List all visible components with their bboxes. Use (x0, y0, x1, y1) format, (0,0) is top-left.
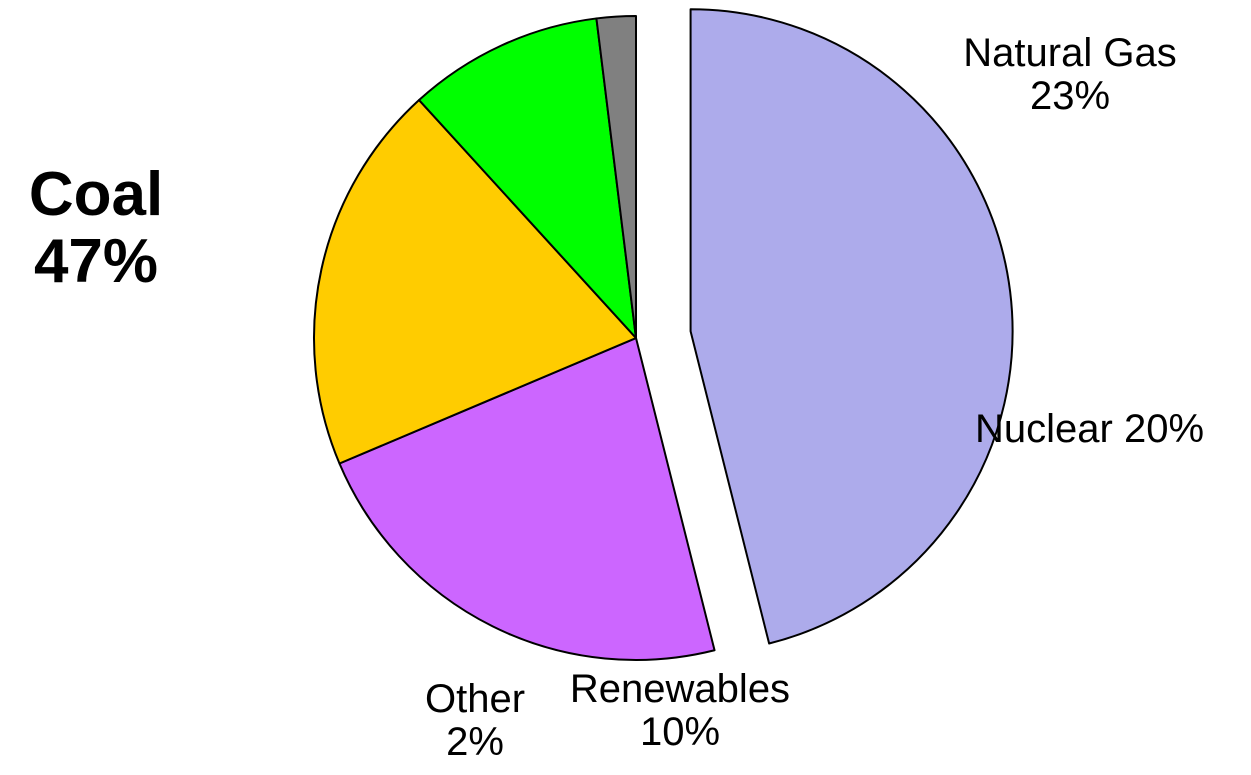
label-natural-gas-value: 23% (1029, 74, 1111, 119)
pie-slice-renewables (418, 17, 637, 339)
label-coal-name: Coal (28, 160, 164, 229)
label-other-name: Other (424, 677, 526, 721)
pie-slices (313, 8, 1014, 661)
label-coal: Coal 47% (6, 160, 186, 296)
label-other: Other 2% (405, 677, 545, 765)
label-natural-gas-name: Natural Gas (963, 31, 1177, 75)
pie-slice-coal (689, 8, 1014, 645)
label-other-value: 2% (446, 720, 504, 765)
label-renewables-value: 10% (639, 710, 721, 755)
label-nuclear-value: 20% (1123, 407, 1205, 451)
label-coal-value: 47% (33, 226, 159, 296)
label-renewables: Renewables 10% (540, 667, 820, 755)
label-nuclear: Nuclear 20% (975, 407, 1247, 451)
pie-slice-other (595, 15, 637, 339)
label-nuclear-name: Nuclear (975, 407, 1113, 451)
pie-slice-natural-gas (338, 337, 716, 661)
pie-slice-nuclear (313, 99, 637, 465)
label-renewables-name: Renewables (569, 667, 791, 711)
label-natural-gas: Natural Gas 23% (930, 31, 1210, 119)
